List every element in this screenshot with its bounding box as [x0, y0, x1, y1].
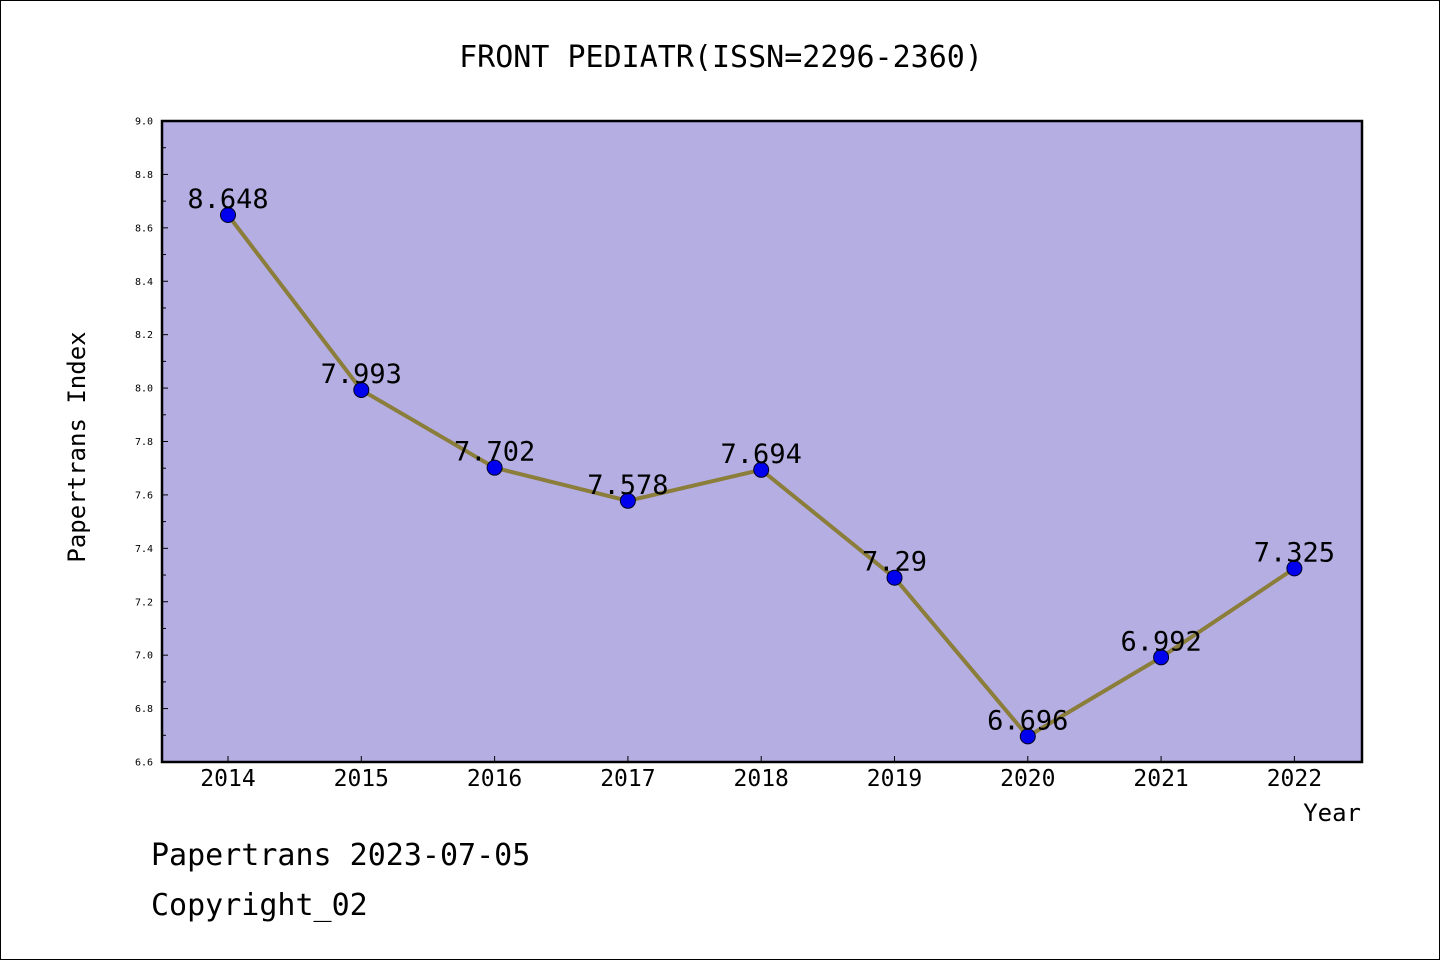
- x-tick-label: 2021: [1133, 766, 1188, 792]
- x-axis-title: Year: [1303, 799, 1361, 827]
- x-tick-label: 2019: [867, 766, 922, 792]
- data-point: [753, 461, 770, 478]
- data-point: [886, 569, 903, 586]
- data-label: 7.29: [862, 547, 927, 578]
- data-label: 7.993: [321, 359, 402, 390]
- x-tick-label: 2014: [200, 766, 255, 792]
- y-tick-label: 7.6: [135, 490, 153, 501]
- chart-title: FRONT PEDIATR(ISSN=2296-2360): [459, 40, 983, 75]
- x-tick-label: 2015: [334, 766, 389, 792]
- y-tick-label: 7.2: [135, 597, 153, 608]
- data-point: [619, 492, 636, 509]
- y-tick-label: 8.6: [135, 223, 153, 234]
- data-label: 6.696: [987, 705, 1068, 736]
- y-axis-title: Papertrans Index: [63, 331, 91, 562]
- y-tick-label: 6.6: [135, 758, 153, 769]
- data-point: [1019, 728, 1036, 745]
- y-tick-label: 8.4: [135, 277, 153, 288]
- y-tick-label: 8.2: [135, 330, 153, 341]
- data-label: 7.694: [721, 439, 802, 470]
- y-tick-label: 7.8: [135, 437, 153, 448]
- y-tick-label: 7.0: [135, 651, 153, 662]
- data-point: [353, 381, 370, 398]
- plot-border: [160, 119, 1364, 764]
- footer-date: Papertrans 2023-07-05: [151, 838, 530, 873]
- x-tick-label: 2022: [1267, 766, 1322, 792]
- y-tick-label: 8.8: [135, 170, 153, 181]
- data-label: 6.992: [1120, 626, 1201, 657]
- y-tick-label: 6.8: [135, 704, 153, 715]
- y-tick-label: 9.0: [135, 117, 153, 128]
- x-tick-label: 2018: [734, 766, 789, 792]
- data-labels-group: 8.648 7.993 7.702 7.578 7.694 7.29 6.696 6.992 7…: [187, 184, 1335, 736]
- data-label: 7.578: [587, 470, 668, 501]
- data-label: 7.325: [1254, 537, 1335, 568]
- footer-copyright: Copyright_02: [151, 888, 368, 923]
- y-tick-label: 8.0: [135, 384, 153, 395]
- data-label: 8.648: [187, 184, 268, 215]
- data-point: [1286, 560, 1303, 577]
- x-tick-label: 2016: [467, 766, 522, 792]
- x-axis: 2014 2015 2016 2017 2018 2019 2020 2021 2022: [200, 756, 1322, 792]
- markers-group: [220, 207, 1303, 745]
- x-tick-label: 2017: [600, 766, 655, 792]
- data-label: 7.702: [454, 437, 535, 468]
- data-point: [1153, 649, 1170, 666]
- data-point: [486, 459, 503, 476]
- y-tick-label: 7.4: [135, 544, 153, 555]
- data-point: [220, 207, 236, 224]
- x-tick-label: 2020: [1000, 766, 1055, 792]
